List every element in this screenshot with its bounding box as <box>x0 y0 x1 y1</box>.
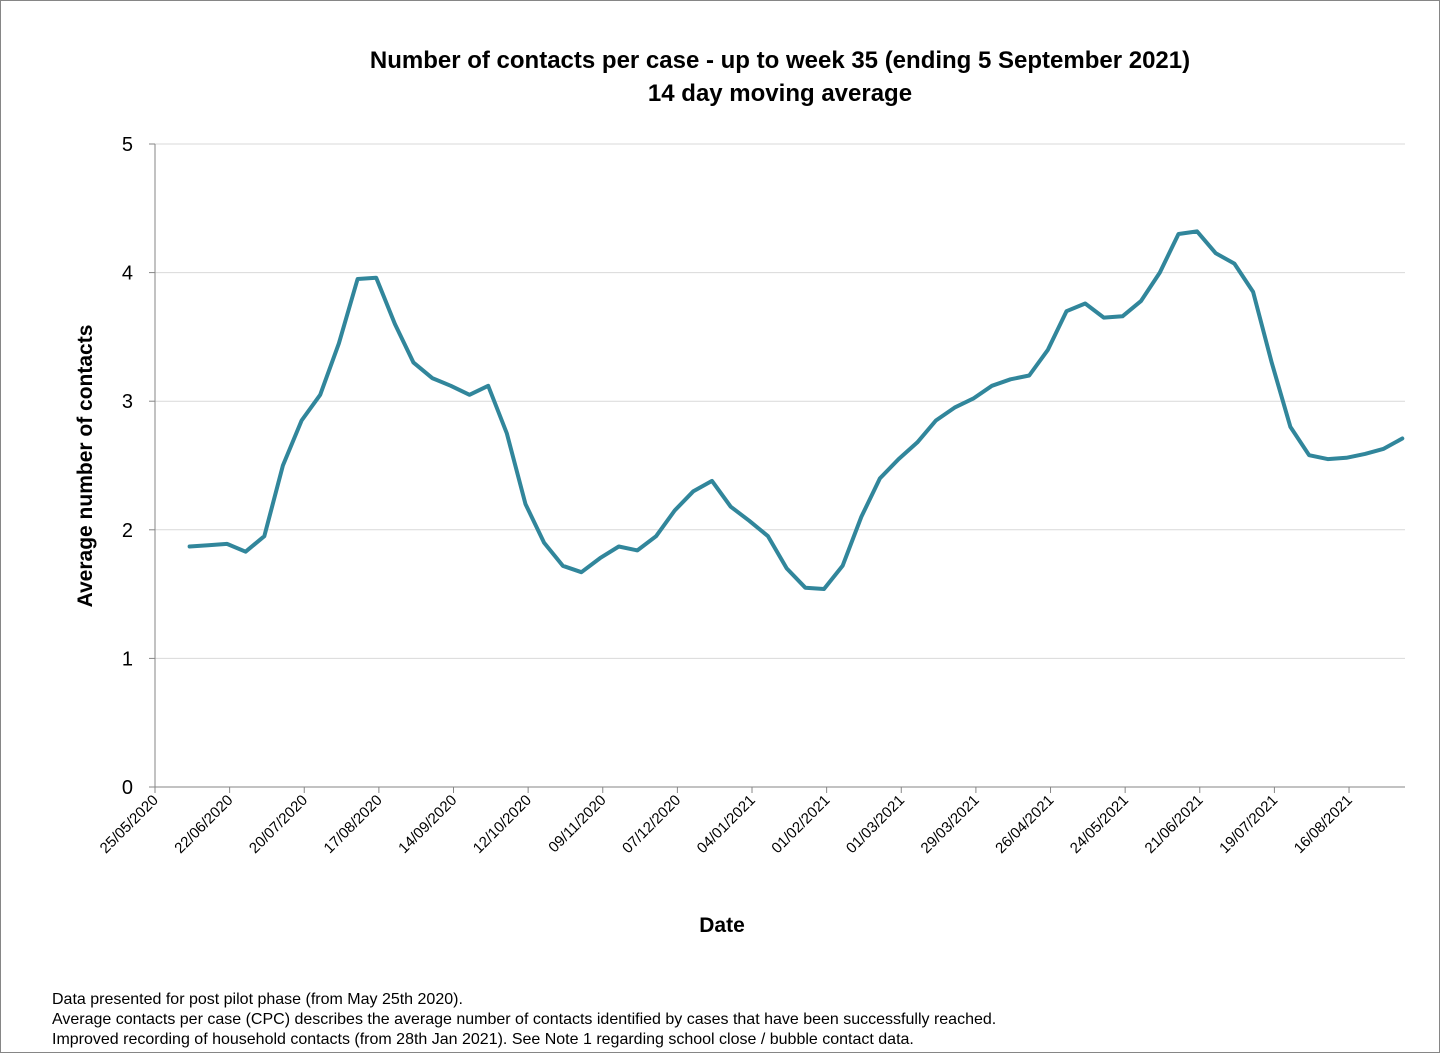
footnote: Data presented for post pilot phase (fro… <box>52 991 463 1008</box>
y-tick-label: 3 <box>122 391 133 413</box>
y-tick-label: 2 <box>122 520 133 542</box>
data-line <box>187 229 1405 591</box>
x-axis-label: Date <box>699 914 745 937</box>
y-tick-label: 5 <box>122 134 133 156</box>
y-axis-label: Average number of contacts <box>74 325 97 608</box>
chart-title: Number of contacts per case - up to week… <box>370 47 1190 74</box>
chart-subtitle: 14 day moving average <box>648 80 912 107</box>
y-tick-label: 1 <box>122 648 133 670</box>
footnote: Average contacts per case (CPC) describe… <box>52 1011 996 1028</box>
footnote: Improved recording of household contacts… <box>52 1031 914 1048</box>
y-tick-label: 4 <box>122 263 133 285</box>
y-tick-label: 0 <box>122 777 133 799</box>
